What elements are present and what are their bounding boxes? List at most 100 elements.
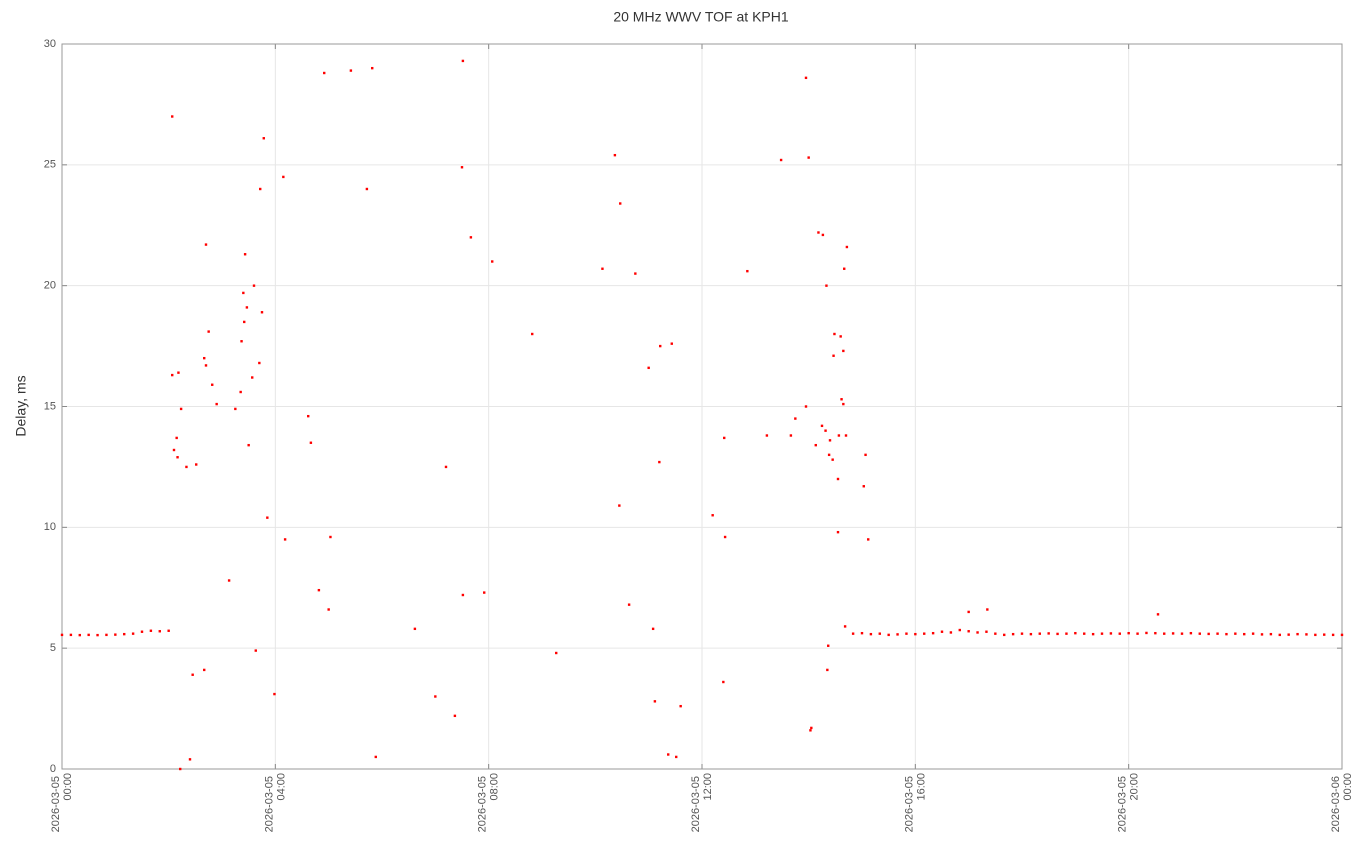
point	[1127, 631, 1130, 635]
point	[810, 726, 813, 730]
point	[1047, 632, 1050, 635]
point	[627, 603, 631, 606]
point	[722, 680, 725, 684]
point	[203, 668, 206, 672]
point	[1305, 633, 1308, 636]
point	[434, 695, 437, 698]
point	[227, 579, 231, 582]
point	[843, 625, 847, 628]
y-tick-label: 30	[44, 38, 56, 50]
point	[195, 463, 198, 466]
x-tick-label-time: 20:00	[1129, 773, 1141, 801]
x-tick-label: 2026-03-06 00:00	[1330, 773, 1354, 832]
point	[78, 633, 81, 637]
point	[1163, 632, 1166, 635]
point	[779, 158, 783, 162]
point	[1029, 632, 1033, 636]
point	[613, 153, 617, 157]
point	[723, 436, 726, 440]
point	[365, 187, 369, 191]
point	[619, 202, 622, 205]
point	[185, 465, 188, 469]
point	[307, 414, 310, 418]
point	[842, 349, 845, 353]
y-tick-label: 15	[44, 400, 56, 412]
point	[259, 187, 262, 191]
point	[413, 627, 417, 631]
point	[827, 453, 831, 457]
y-tick-label: 0	[50, 763, 56, 775]
point	[1020, 632, 1024, 635]
point	[1340, 633, 1344, 637]
point	[251, 376, 254, 379]
x-tick-label: 2026-03-05 12:00	[690, 773, 714, 832]
plot-frame	[61, 43, 1343, 770]
point	[177, 371, 180, 374]
point	[651, 627, 655, 631]
y-tick-label: 25	[44, 159, 56, 171]
point	[245, 306, 249, 309]
point	[179, 407, 183, 411]
point	[461, 59, 465, 63]
point	[317, 588, 321, 592]
point	[254, 649, 257, 652]
point	[809, 729, 812, 732]
point	[172, 448, 176, 452]
point	[87, 633, 90, 637]
point	[878, 632, 881, 635]
x-tick-label-time: 08:00	[489, 773, 501, 801]
point	[283, 538, 287, 541]
point	[659, 344, 662, 348]
point	[1065, 632, 1068, 635]
point	[832, 354, 835, 357]
point	[191, 673, 194, 676]
point	[179, 767, 182, 771]
point	[1189, 631, 1193, 635]
point	[371, 66, 374, 70]
point	[1234, 632, 1237, 635]
point	[896, 633, 899, 636]
point	[323, 71, 326, 75]
point	[453, 714, 457, 718]
point	[1056, 632, 1059, 636]
point	[862, 485, 865, 488]
point	[1074, 631, 1077, 635]
point	[840, 398, 843, 401]
point	[831, 458, 834, 461]
point	[260, 311, 264, 314]
chart-title: 20 MHz WWV TOF at KPH1	[613, 9, 789, 25]
point	[460, 166, 464, 169]
point	[658, 460, 661, 464]
point	[827, 644, 830, 647]
point	[976, 631, 979, 634]
point	[215, 402, 218, 406]
point	[262, 137, 265, 140]
point	[967, 610, 970, 614]
point	[869, 632, 873, 636]
point	[329, 535, 332, 539]
point	[814, 443, 817, 447]
point	[273, 692, 276, 696]
point	[923, 632, 926, 635]
point	[647, 366, 650, 370]
x-tick-label-time: 16:00	[915, 773, 927, 801]
point	[842, 402, 845, 406]
point	[171, 373, 174, 377]
x-tick-label: 2026-03-05 20:00	[1117, 773, 1141, 832]
point	[175, 436, 178, 440]
point	[188, 758, 192, 761]
point	[60, 633, 64, 637]
point	[860, 631, 864, 635]
point	[826, 668, 829, 672]
point	[171, 115, 174, 118]
point	[239, 390, 242, 394]
point	[131, 632, 135, 635]
point	[140, 630, 144, 633]
point	[349, 69, 353, 72]
point	[670, 342, 673, 345]
point	[123, 632, 126, 636]
point	[985, 630, 988, 633]
point	[825, 284, 828, 287]
point	[243, 320, 246, 324]
